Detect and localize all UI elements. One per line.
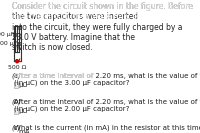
Text: (b): (b) xyxy=(12,99,22,105)
Text: After a time interval of: After a time interval of xyxy=(14,72,95,79)
Text: (a): (a) xyxy=(12,72,22,79)
Text: After a time interval of 2.20 ms, what is the value of the remaining charge
(in : After a time interval of 2.20 ms, what i… xyxy=(14,99,200,112)
Text: 500 Ω: 500 Ω xyxy=(8,65,26,70)
Text: Consider the circuit shown in the figure. Before the two capacitors were inserte: Consider the circuit shown in the figure… xyxy=(12,2,200,21)
Text: After a time interval of 2.20 ms, what is the value of the remaining charge
(in : After a time interval of 2.20 ms, what i… xyxy=(14,72,200,86)
Text: 3.00 μF: 3.00 μF xyxy=(0,32,14,37)
FancyBboxPatch shape xyxy=(14,129,18,133)
Text: (c): (c) xyxy=(12,124,21,131)
Text: mA: mA xyxy=(18,129,30,133)
Text: What is the current (in mA) in the resistor at this time?: What is the current (in mA) in the resis… xyxy=(14,124,200,131)
Text: μC: μC xyxy=(18,82,27,88)
Text: 2.00 μF: 2.00 μF xyxy=(0,41,18,46)
Text: Consider the circuit shown in the figure. Before the two capacitors were inserte: Consider the circuit shown in the figure… xyxy=(12,2,193,52)
FancyBboxPatch shape xyxy=(14,82,18,88)
FancyBboxPatch shape xyxy=(14,108,18,114)
Text: μC: μC xyxy=(18,108,27,114)
